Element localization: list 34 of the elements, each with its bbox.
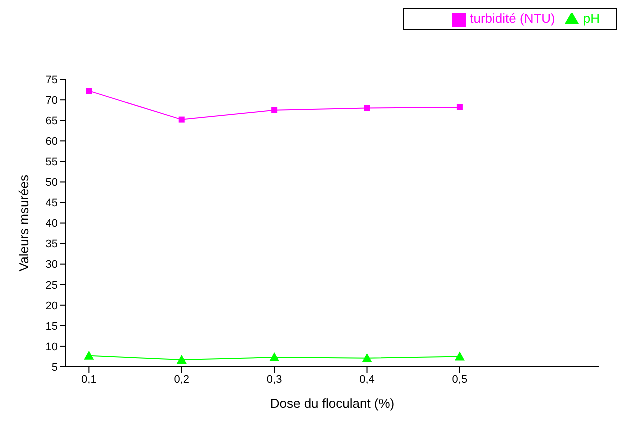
y-tick-label: 60 [46, 136, 58, 148]
y-tick-label: 15 [46, 320, 58, 333]
y-tick-label: 5 [52, 362, 58, 374]
point [362, 353, 372, 362]
y-tick-label: 10 [46, 341, 58, 354]
y-tick-label: 75 [46, 74, 58, 86]
x-axis-title: Dose du floculant (%) [270, 396, 395, 411]
y-tick-label: 25 [46, 280, 58, 292]
point [86, 88, 92, 94]
x-tick-label: 0,4 [360, 374, 375, 386]
x-tick-label: 0,5 [452, 374, 468, 386]
point [364, 105, 370, 112]
point [272, 107, 278, 114]
point [178, 116, 185, 123]
y-axis-title: Valeurs msurées [16, 174, 32, 272]
point [270, 352, 280, 362]
y-tick-label: 35 [46, 238, 58, 251]
x-tick-label: 0,2 [174, 374, 190, 386]
y-tick-label: 30 [46, 259, 58, 272]
point [176, 355, 187, 364]
y-tick-label: 20 [46, 300, 58, 312]
y-tick-label: 50 [46, 177, 58, 190]
legend-label: turbidité (NTU) [470, 11, 556, 26]
legend-label: pH [583, 11, 600, 26]
y-tick-label: 45 [46, 198, 58, 210]
y-tick-label: 70 [46, 95, 58, 107]
x-tick-label: 0,3 [266, 374, 282, 386]
point [84, 350, 94, 360]
point [454, 352, 465, 361]
x-tick-label: 0,1 [82, 374, 97, 386]
y-tick-label: 65 [46, 116, 58, 128]
y-tick-label: 40 [46, 218, 58, 230]
y-tick-label: 55 [46, 156, 58, 169]
point [456, 104, 463, 110]
